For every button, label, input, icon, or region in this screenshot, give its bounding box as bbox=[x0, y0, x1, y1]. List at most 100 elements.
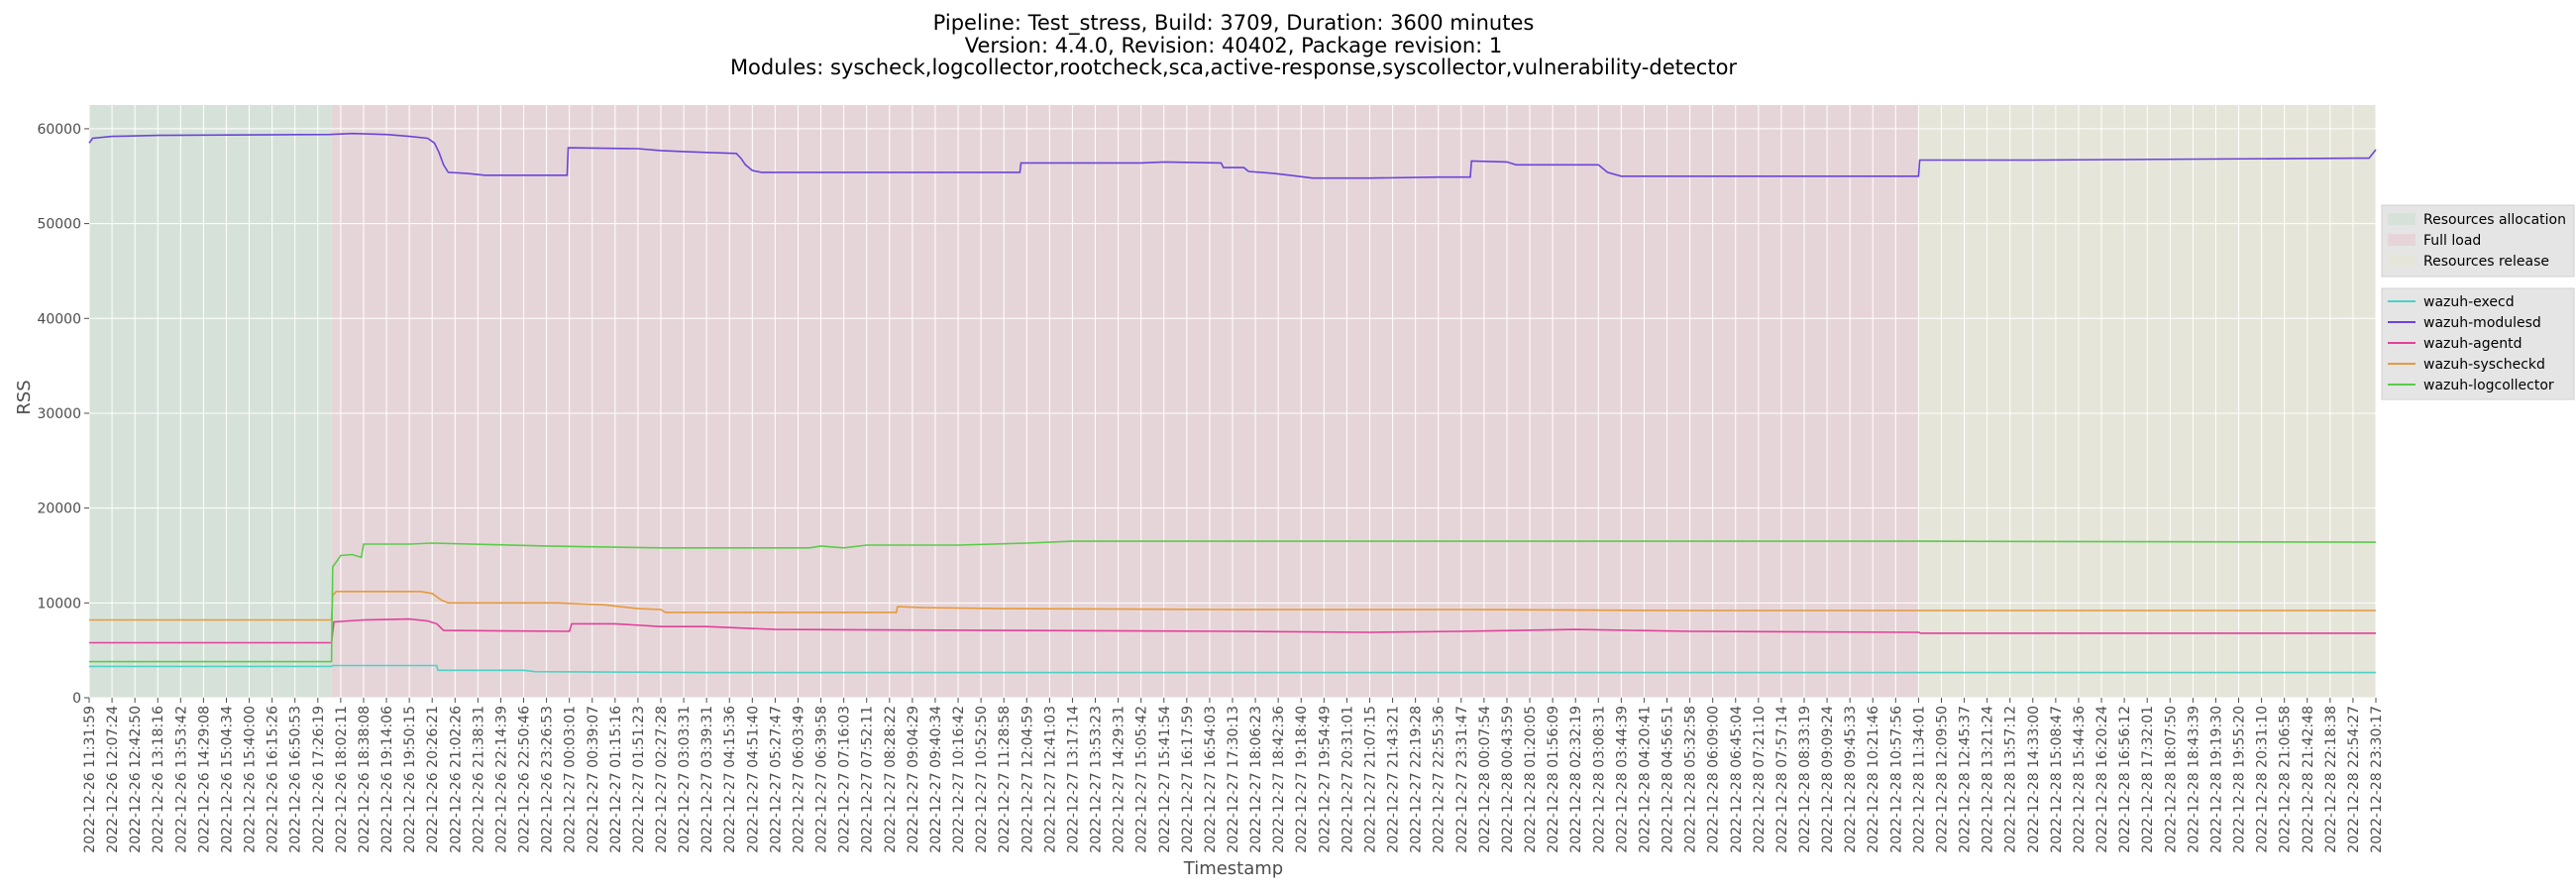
x-tick-label: 2022-12-27 09:40:34 bbox=[928, 706, 944, 853]
chart-title: Pipeline: Test_stress, Build: 3709, Dura… bbox=[730, 11, 1737, 79]
x-tick-label: 2022-12-27 22:19:28 bbox=[1409, 706, 1425, 853]
x-tick-label: 2022-12-27 17:30:13 bbox=[1226, 706, 1241, 853]
x-tick-label: 2022-12-27 21:43:21 bbox=[1386, 706, 1402, 853]
x-tick-label: 2022-12-27 11:28:58 bbox=[997, 706, 1013, 853]
x-tick-label: 2022-12-28 02:32:19 bbox=[1568, 706, 1584, 853]
x-tick-label: 2022-12-28 22:54:27 bbox=[2346, 706, 2362, 853]
x-tick-label: 2022-12-28 14:33:00 bbox=[2026, 706, 2042, 853]
x-tick-label: 2022-12-28 09:09:24 bbox=[1820, 706, 1836, 853]
x-tick-label: 2022-12-28 23:30:17 bbox=[2369, 706, 2385, 853]
x-tick-label: 2022-12-27 00:39:07 bbox=[586, 706, 601, 853]
x-axis-label: Timestamp bbox=[1183, 858, 1283, 879]
x-tick-label: 2022-12-27 13:17:14 bbox=[1065, 706, 1081, 853]
x-tick-label: 2022-12-27 10:52:50 bbox=[974, 706, 990, 853]
x-tick-label: 2022-12-28 19:19:30 bbox=[2208, 706, 2224, 853]
y-tick-label: 20000 bbox=[37, 502, 81, 517]
x-tick-label: 2022-12-27 05:27:47 bbox=[768, 706, 784, 853]
x-tick-label: 2022-12-28 00:43:59 bbox=[1500, 706, 1516, 853]
x-tick-label: 2022-12-27 19:18:40 bbox=[1294, 706, 1310, 853]
series-legend-label: wazuh-modulesd bbox=[2423, 315, 2541, 331]
x-tick-label: 2022-12-27 12:04:59 bbox=[1020, 706, 1035, 853]
x-tick-label: 2022-12-28 22:18:38 bbox=[2323, 706, 2339, 853]
x-tick-label: 2022-12-26 15:04:34 bbox=[219, 706, 235, 853]
x-tick-label: 2022-12-28 18:07:50 bbox=[2163, 706, 2179, 853]
phase-band-0 bbox=[89, 105, 332, 698]
x-tick-label: 2022-12-27 01:51:23 bbox=[631, 706, 647, 853]
x-tick-label: 2022-12-28 18:43:39 bbox=[2186, 706, 2201, 853]
x-tick-label: 2022-12-27 15:05:42 bbox=[1134, 706, 1150, 853]
x-tick-label: 2022-12-26 21:38:31 bbox=[471, 706, 486, 853]
legend-series: wazuh-execd wazuh-modulesd wazuh-agentd waz… bbox=[2381, 287, 2575, 400]
y-tick-label: 50000 bbox=[37, 217, 81, 233]
series-line-wazuh-syscheckd bbox=[89, 591, 2376, 621]
x-tick-label: 2022-12-26 16:50:53 bbox=[288, 706, 304, 853]
x-tick-label: 2022-12-26 20:26:21 bbox=[425, 706, 441, 853]
x-tick-label: 2022-12-28 10:57:56 bbox=[1888, 706, 1904, 853]
series-line-wazuh-execd bbox=[89, 664, 2376, 674]
phase-legend-swatch bbox=[2388, 255, 2415, 267]
x-tick-label: 2022-12-28 10:21:46 bbox=[1866, 706, 1881, 853]
x-tick-label: 2022-12-28 01:20:05 bbox=[1523, 706, 1539, 853]
series-legend-label: wazuh-syscheckd bbox=[2423, 357, 2545, 373]
y-tick-label: 10000 bbox=[37, 596, 81, 612]
x-tick-label: 2022-12-28 21:06:58 bbox=[2278, 706, 2294, 853]
series-line-wazuh-logcollector bbox=[89, 540, 2377, 663]
x-tick-label: 2022-12-26 23:26:53 bbox=[540, 706, 556, 853]
x-tick-label: 2022-12-28 00:07:54 bbox=[1477, 706, 1493, 853]
x-tick-label: 2022-12-26 16:15:26 bbox=[266, 706, 281, 853]
x-tick-label: 2022-12-27 20:31:01 bbox=[1340, 706, 1355, 853]
x-tick-label: 2022-12-26 13:53:42 bbox=[173, 706, 189, 853]
x-tick-label: 2022-12-28 06:45:04 bbox=[1729, 706, 1745, 853]
x-tick-label: 2022-12-28 06:09:00 bbox=[1706, 706, 1722, 853]
phase-legend-label: Resources release bbox=[2423, 254, 2549, 270]
x-tick-label: 2022-12-27 13:53:23 bbox=[1089, 706, 1105, 853]
x-tick-label: 2022-12-27 01:15:16 bbox=[608, 706, 624, 853]
x-tick-label: 2022-12-27 03:39:31 bbox=[699, 706, 715, 853]
x-tick-label: 2022-12-27 04:15:36 bbox=[722, 706, 738, 853]
title-line-pipeline: Pipeline: Test_stress, Build: 3709, Dura… bbox=[933, 11, 1535, 36]
x-tick-label: 2022-12-28 05:32:58 bbox=[1683, 706, 1699, 853]
x-tick-label: 2022-12-26 12:07:24 bbox=[105, 706, 121, 853]
x-tick-label: 2022-12-27 00:03:01 bbox=[563, 706, 579, 853]
x-tick-label: 2022-12-28 09:45:33 bbox=[1843, 706, 1859, 853]
x-tick-label: 2022-12-28 19:55:20 bbox=[2232, 706, 2248, 853]
x-tick-label: 2022-12-27 10:16:42 bbox=[951, 706, 967, 853]
x-tick-label: 2022-12-27 08:28:22 bbox=[883, 706, 899, 853]
x-tick-label: 2022-12-28 16:56:12 bbox=[2117, 706, 2133, 853]
x-tick-label: 2022-12-26 15:40:00 bbox=[243, 706, 259, 853]
x-tick-label: 2022-12-26 18:02:11 bbox=[334, 706, 350, 853]
x-tick-label: 2022-12-28 08:33:19 bbox=[1797, 706, 1813, 853]
title-line-modules: Modules: syscheck,logcollector,rootcheck… bbox=[730, 56, 1737, 79]
series-line-wazuh-modulesd bbox=[88, 132, 2377, 179]
plot-area: 0 10000 20000 30000 40000 50000 60000 2022-12-2… bbox=[37, 105, 2385, 853]
x-tick-label: 2022-12-27 12:41:03 bbox=[1042, 706, 1058, 853]
x-tick-label: 2022-12-27 18:42:36 bbox=[1271, 706, 1287, 853]
x-tick-label: 2022-12-28 21:42:48 bbox=[2301, 706, 2316, 853]
phase-legend-label: Resources allocation bbox=[2423, 212, 2566, 228]
x-tick-label: 2022-12-28 04:20:41 bbox=[1637, 706, 1653, 853]
x-tick-label: 2022-12-27 15:41:54 bbox=[1157, 706, 1173, 853]
x-tick-label: 2022-12-28 20:31:10 bbox=[2255, 706, 2271, 853]
x-tick-label: 2022-12-27 07:16:03 bbox=[837, 706, 853, 853]
x-tick-label: 2022-12-26 22:50:46 bbox=[517, 706, 533, 853]
x-tick-label: 2022-12-26 22:14:39 bbox=[493, 706, 509, 853]
x-tick-label: 2022-12-27 03:03:31 bbox=[677, 706, 693, 853]
series-legend-label: wazuh-agentd bbox=[2423, 336, 2522, 352]
x-tick-label: 2022-12-28 03:08:31 bbox=[1591, 706, 1607, 853]
x-tick-label: 2022-12-27 02:27:28 bbox=[654, 706, 670, 853]
x-tick-label: 2022-12-26 17:26:19 bbox=[311, 706, 327, 853]
phase-legend-swatch bbox=[2388, 213, 2415, 225]
x-tick-label: 2022-12-28 13:57:12 bbox=[2003, 706, 2019, 853]
phase-legend-label: Full load bbox=[2423, 233, 2481, 249]
x-tick-label: 2022-12-28 04:56:51 bbox=[1661, 706, 1676, 853]
x-tick-label: 2022-12-28 17:32:01 bbox=[2140, 706, 2156, 853]
x-tick-label: 2022-12-27 04:51:40 bbox=[745, 706, 761, 853]
x-tick-label: 2022-12-26 19:50:15 bbox=[402, 706, 418, 853]
x-tick-label: 2022-12-28 15:08:47 bbox=[2049, 706, 2065, 853]
x-tick-label: 2022-12-28 11:34:01 bbox=[1911, 706, 1927, 853]
x-tick-label: 2022-12-28 12:45:37 bbox=[1958, 706, 1974, 853]
y-tick-label: 0 bbox=[72, 691, 81, 707]
x-tick-label: 2022-12-27 22:55:36 bbox=[1432, 706, 1448, 853]
series-line-wazuh-agentd bbox=[89, 617, 2376, 644]
